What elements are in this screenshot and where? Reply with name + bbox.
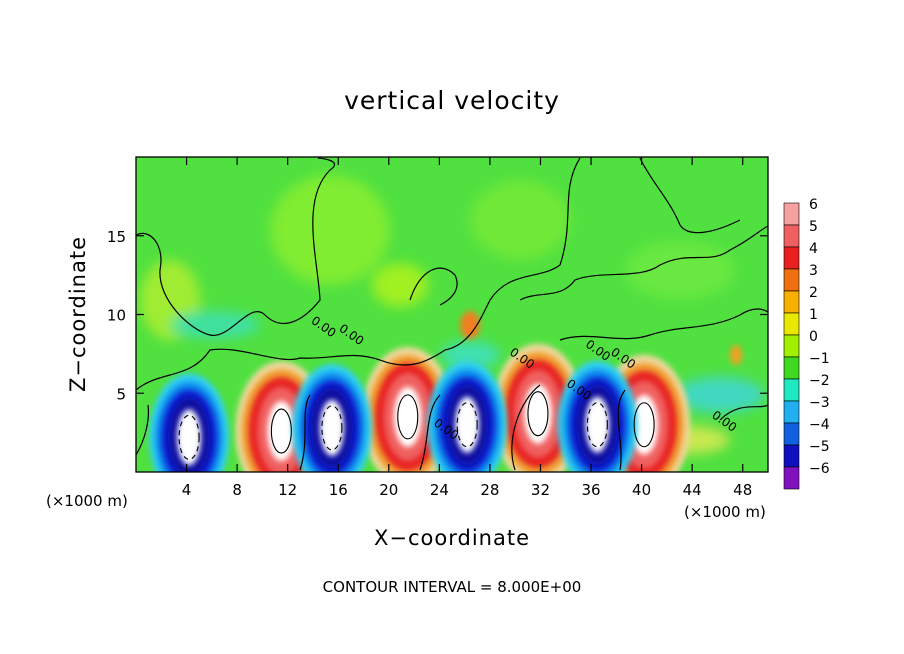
core-contour: [178, 414, 200, 460]
colorbar-label: −4: [809, 417, 830, 433]
y-axis-label: Z−coordinate: [66, 236, 90, 392]
colorbar-swatch: [783, 246, 800, 270]
colorbar-swatch: [783, 268, 800, 292]
colorbar-label: −1: [809, 351, 830, 367]
core-contours: [178, 391, 655, 460]
x-tick-label: 40: [632, 481, 651, 499]
colorbar-label: 5: [809, 219, 818, 235]
colorbar-swatch: [783, 356, 800, 380]
x-tick-label: 12: [278, 481, 297, 499]
colorbar-swatch: [783, 334, 800, 358]
colorbar-label: 6: [809, 197, 818, 213]
x-axis-ticks: 4 8 12 16 20 24 28 32 36 40 44 48: [182, 157, 752, 499]
x-tick-label: 28: [480, 481, 499, 499]
core-contour: [270, 408, 292, 454]
colorbar-label: −3: [809, 395, 830, 411]
colorbar-swatch: [783, 466, 800, 490]
colorbar-label: −6: [809, 461, 830, 477]
colorbar-label: 0: [809, 329, 818, 345]
x-tick-label: 8: [232, 481, 242, 499]
colorbar-swatch: [783, 290, 800, 314]
local-updraft-marker: [730, 345, 742, 365]
x-unit-left: (×1000 m): [46, 492, 128, 510]
x-tick-label: 24: [430, 481, 449, 499]
core-contour: [527, 391, 549, 437]
core-contour: [633, 402, 655, 448]
x-tick-label: 20: [379, 481, 398, 499]
colorbar-label: 1: [809, 307, 818, 323]
y-tick-label: 15: [107, 228, 126, 246]
y-axis-ticks: 5 10 15: [107, 228, 768, 403]
x-axis-label: X−coordinate: [374, 526, 530, 550]
colorbar-swatch: [783, 202, 800, 226]
core-contour: [321, 405, 343, 451]
contour-lines: [136, 157, 768, 471]
colorbar-label: −5: [809, 439, 830, 455]
downdraft-core: [149, 373, 230, 472]
x-unit-right: (×1000 m): [684, 503, 766, 521]
colorbar-label: −2: [809, 373, 830, 389]
colorbar-label: 4: [809, 241, 818, 257]
colorbar-swatch: [783, 422, 800, 446]
y-tick-label: 5: [116, 385, 126, 403]
x-tick-label: 44: [683, 481, 702, 499]
core-contour: [586, 402, 608, 448]
colorbar-label: 3: [809, 263, 818, 279]
colorbar-swatch: [783, 378, 800, 402]
colorbar: 6 5 4 3 2 1 0 −1 −2 −3 −4 −5 −6: [783, 197, 830, 490]
downdraft-core: [427, 360, 508, 472]
chart-title: vertical velocity: [344, 86, 560, 115]
downdraft-core: [557, 360, 638, 472]
x-tick-label: 4: [182, 481, 192, 499]
colorbar-label: 2: [809, 285, 818, 301]
x-tick-label: 32: [531, 481, 550, 499]
colorbar-swatch: [783, 312, 800, 336]
local-updraft-marker: [460, 311, 480, 339]
contour-interval-footer: CONTOUR INTERVAL = 8.000E+00: [322, 578, 582, 596]
colorbar-swatch: [783, 224, 800, 248]
x-tick-label: 16: [329, 481, 348, 499]
velocity-cores: [149, 343, 691, 472]
colorbar-swatch: [783, 444, 800, 468]
downdraft-core: [291, 363, 372, 472]
x-tick-label: 48: [733, 481, 752, 499]
y-tick-label: 10: [107, 307, 126, 325]
core-contour: [456, 402, 478, 448]
x-tick-label: 36: [581, 481, 600, 499]
core-contour: [397, 394, 419, 440]
colorbar-swatch: [783, 400, 800, 424]
